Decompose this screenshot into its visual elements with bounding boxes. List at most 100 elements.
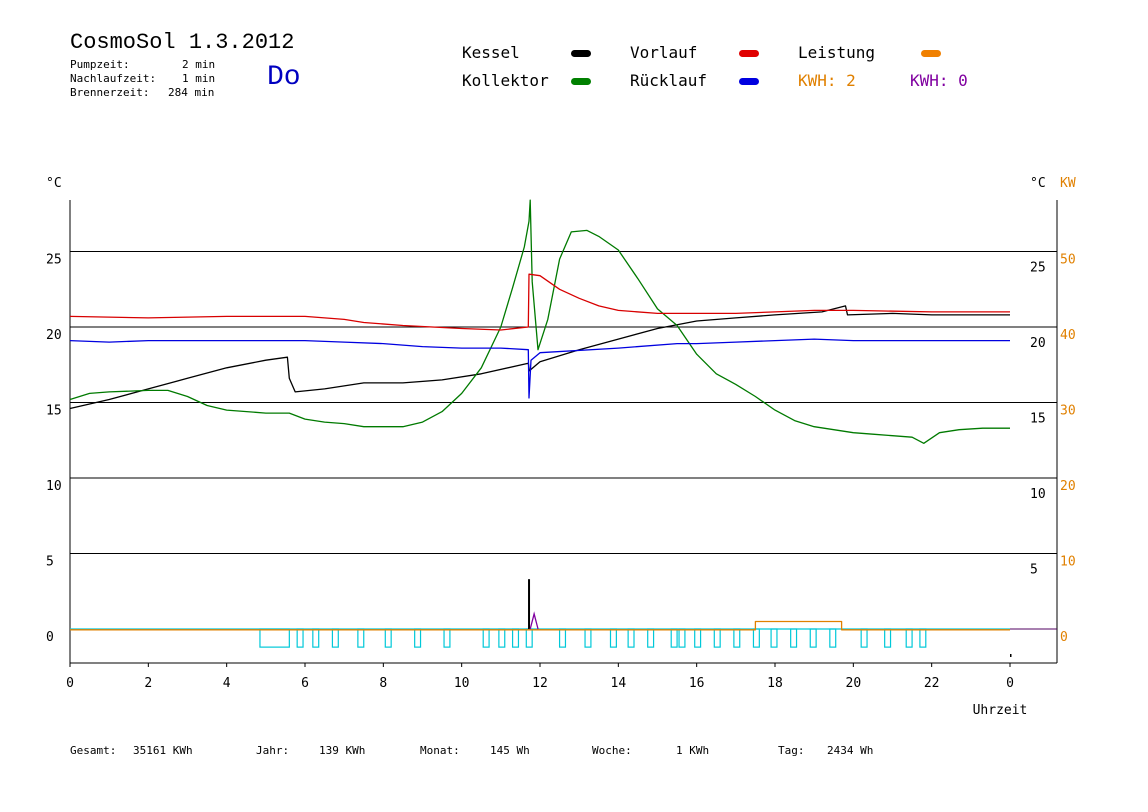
info-brennerzeit-label: Brennerzeit:: [70, 86, 150, 99]
right-kw-tick-50: 50: [1060, 253, 1076, 268]
info-pumpzeit-value: 2 min: [182, 58, 216, 71]
x-tick-10: 20: [846, 676, 862, 691]
footer-jahr-label: Jahr:: [256, 744, 290, 757]
kwh-purple: KWH: 0: [910, 71, 968, 90]
right-kw-tick-40: 40: [1060, 328, 1076, 343]
x-tick-3: 6: [301, 676, 309, 691]
pump-pulse-0: [259, 628, 290, 648]
right-axis-c-unit: °C: [1030, 176, 1046, 191]
legend-kessel-swatch: [571, 50, 591, 57]
right-axis-kw-unit: KW: [1060, 176, 1076, 191]
legend-ruecklauf-label: Rücklauf: [630, 71, 708, 90]
weekday-label: Do: [267, 62, 301, 93]
pump-pulse-4: [357, 628, 365, 648]
pump-pulse-22: [752, 628, 760, 648]
legend-kessel-label: Kessel: [462, 43, 520, 62]
legend-ruecklauf-swatch: [739, 78, 759, 85]
legend-kollektor-swatch: [571, 78, 591, 85]
chart-title: CosmoSol 1.3.2012: [70, 30, 295, 55]
footer-tag-value: 2434 Wh: [827, 744, 874, 757]
pump-pulse-3: [331, 628, 339, 648]
series-kollektor: [69, 199, 1010, 444]
pump-pulse-17: [670, 628, 678, 648]
x-tick-0: 0: [66, 676, 74, 691]
left-tick-25: 25: [46, 253, 62, 268]
pump-pulse-18: [678, 628, 686, 648]
x-tick-5: 10: [454, 676, 470, 691]
series-kessel: [69, 305, 1010, 410]
right-c-tick-5: 5: [1030, 563, 1038, 578]
pump-pulse-21: [733, 628, 741, 648]
legend-vorlauf-label: Vorlauf: [630, 43, 698, 62]
right-kw-tick-0: 0: [1060, 630, 1068, 645]
x-tick-12: 0: [1006, 676, 1014, 691]
series-leistung: [70, 620, 1010, 631]
pump-pulse-2: [312, 628, 320, 648]
right-c-tick-25: 25: [1030, 261, 1046, 276]
pump-pulse-12: [558, 628, 567, 648]
legend-vorlauf-swatch: [739, 50, 759, 57]
pump-pulse-29: [905, 628, 913, 648]
x-tick-6: 12: [532, 676, 548, 691]
pump-pulse-15: [627, 628, 635, 648]
pump-pulse-9: [498, 628, 506, 648]
info-pumpzeit-label: Pumpzeit:: [70, 58, 130, 71]
pump-pulse-8: [482, 628, 490, 648]
right-c-tick-20: 20: [1030, 336, 1046, 351]
x-tick-2: 4: [223, 676, 231, 691]
footer-jahr-value: 139 KWh: [319, 744, 366, 757]
footer-woche-value: 1 KWh: [676, 744, 710, 757]
x-tick-9: 18: [767, 676, 783, 691]
left-tick-20: 20: [46, 328, 62, 343]
left-axis-unit: °C: [46, 176, 62, 191]
pump-pulse-13: [584, 628, 592, 648]
right-kw-tick-20: 20: [1060, 479, 1076, 494]
x-tick-7: 14: [611, 676, 627, 691]
info-brennerzeit-value: 284 min: [168, 86, 215, 99]
pump-pulse-30: [919, 628, 927, 648]
info-nachlaufzeit-value: 1 min: [182, 72, 216, 85]
x-axis-label: Uhrzeit: [973, 703, 1028, 718]
pump-pulse-26: [829, 628, 837, 648]
left-tick-10: 10: [46, 479, 62, 494]
pump-pulse-20: [713, 628, 721, 648]
pump-pulse-6: [414, 628, 422, 648]
pump-pulse-16: [647, 628, 655, 648]
left-tick-5: 5: [46, 555, 54, 570]
pump-pulse-28: [884, 628, 892, 648]
pump-pulse-5: [384, 628, 392, 648]
x-tick-11: 22: [924, 676, 940, 691]
pump-pulse-10: [511, 628, 520, 648]
legend-leistung-swatch: [921, 50, 941, 57]
end-marker: [1010, 654, 1012, 657]
footer-tag-label: Tag:: [778, 744, 805, 757]
right-c-tick-15: 15: [1030, 412, 1046, 427]
pump-pulse-14: [609, 628, 617, 648]
info-nachlaufzeit-label: Nachlaufzeit:: [70, 72, 157, 85]
right-c-tick-10: 10: [1030, 487, 1046, 502]
pump-pulse-19: [694, 628, 702, 648]
x-tick-1: 2: [144, 676, 152, 691]
series-ruecklauf: [69, 338, 1010, 399]
pump-pulse-1: [296, 628, 304, 648]
left-tick-15: 15: [46, 404, 62, 419]
legend-leistung-label: Leistung: [798, 43, 876, 62]
x-tick-4: 8: [379, 676, 387, 691]
legend-kollektor-label: Kollektor: [462, 71, 549, 90]
right-kw-tick-10: 10: [1060, 555, 1076, 570]
pump-pulse-25: [809, 628, 817, 648]
pump-pulse-24: [790, 628, 798, 648]
right-kw-tick-30: 30: [1060, 404, 1076, 419]
x-tick-8: 16: [689, 676, 705, 691]
footer-monat-value: 145 Wh: [490, 744, 530, 757]
pump-pulse-7: [443, 628, 451, 648]
series-vorlauf: [69, 273, 1010, 331]
footer-gesamt-label: Gesamt:: [70, 744, 117, 757]
pump-pulse-23: [770, 628, 778, 648]
footer-gesamt-value: 35161 KWh: [133, 744, 193, 757]
pump-pulse-11: [525, 628, 533, 648]
purple-spike: [529, 611, 539, 630]
footer-woche-label: Woche:: [592, 744, 632, 757]
left-tick-0: 0: [46, 630, 54, 645]
